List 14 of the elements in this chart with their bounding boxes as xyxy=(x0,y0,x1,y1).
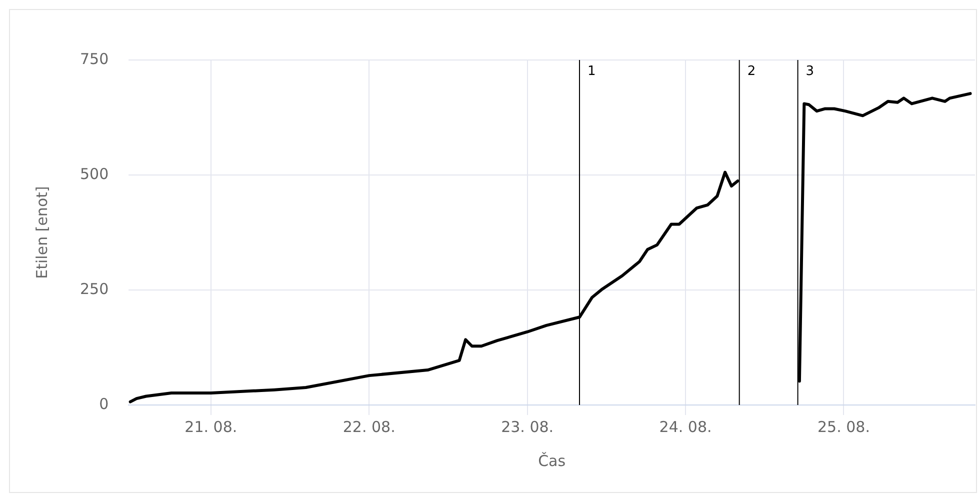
y-tick-label: 750 xyxy=(80,50,109,68)
x-axis-title: Čas xyxy=(538,452,566,470)
x-tick-label: 23. 08. xyxy=(501,418,554,436)
ref-line-label: 3 xyxy=(806,64,814,79)
y-tick-label: 500 xyxy=(80,164,109,183)
y-axis-title: Etilen [enot] xyxy=(32,186,51,279)
x-tick-label: 24. 08. xyxy=(659,418,712,436)
y-tick-label: 0 xyxy=(99,394,109,413)
ref-line-label: 2 xyxy=(747,64,756,79)
x-tick-label: 22. 08. xyxy=(342,418,396,436)
ref-line-label: 1 xyxy=(588,64,596,79)
x-tick-label: 25. 08. xyxy=(817,418,870,436)
x-tick-label: 21. 08. xyxy=(184,418,238,436)
y-tick-label: 250 xyxy=(80,280,109,298)
